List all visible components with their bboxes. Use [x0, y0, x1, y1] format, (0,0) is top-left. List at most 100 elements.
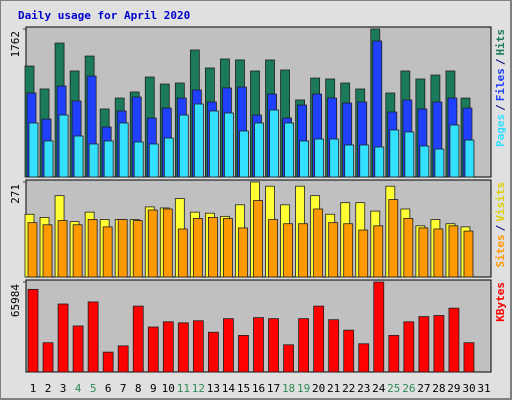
bar	[343, 223, 354, 278]
bar	[118, 122, 129, 178]
bar	[358, 343, 370, 373]
y-tick-label: 1762	[9, 31, 22, 58]
x-tick-label: 13	[207, 382, 220, 395]
legend-entry: Files	[494, 68, 507, 101]
bar	[268, 318, 279, 373]
chart-title: Daily usage for April 2020	[18, 9, 190, 22]
x-tick-label: 9	[150, 382, 157, 395]
bar	[373, 281, 385, 373]
bar	[117, 219, 128, 278]
bar	[147, 209, 158, 278]
bar	[299, 140, 310, 178]
bar	[253, 200, 263, 278]
bar	[343, 329, 355, 373]
bar	[388, 199, 399, 278]
bar	[314, 138, 325, 178]
x-tick-label: 11	[177, 382, 190, 395]
bar	[284, 122, 294, 178]
bar	[132, 220, 143, 278]
x-tick-label: 17	[267, 382, 280, 395]
x-tick-label: 15	[237, 382, 250, 395]
legend: Sites / Visits	[494, 182, 507, 268]
bar	[193, 103, 204, 178]
bar	[328, 222, 339, 278]
bar	[434, 148, 445, 178]
bar	[388, 334, 400, 373]
bar	[178, 114, 189, 178]
bar	[72, 224, 83, 278]
bar	[313, 208, 324, 278]
bar	[418, 227, 429, 278]
bar	[238, 227, 248, 278]
bar	[253, 317, 264, 373]
x-tick-label: 14	[222, 382, 236, 395]
bar	[463, 342, 475, 373]
x-tick-label: 21	[327, 382, 340, 395]
bar	[313, 305, 325, 373]
x-tick-label: 22	[342, 382, 355, 395]
bar	[177, 228, 188, 278]
y-tick-label: 65984	[9, 284, 22, 317]
legend: KBytes	[494, 282, 507, 322]
bar	[329, 138, 340, 178]
bar	[269, 109, 279, 178]
bar	[464, 139, 475, 178]
x-tick-label: 8	[135, 382, 142, 395]
bar	[419, 145, 430, 178]
x-tick-label: 30	[462, 382, 475, 395]
y-tick-label: 271	[9, 184, 22, 204]
x-tick-label: 3	[60, 382, 67, 395]
legend-entry: Pages	[494, 114, 507, 147]
bar	[162, 208, 173, 278]
bar	[433, 315, 445, 373]
bar	[42, 224, 53, 278]
x-tick-label: 24	[372, 382, 386, 395]
bar	[448, 307, 460, 373]
bar	[344, 144, 355, 178]
legend-entry: Visits	[494, 182, 507, 222]
x-tick-label: 26	[402, 382, 415, 395]
x-tick-label: 19	[297, 382, 310, 395]
x-tick-label: 31	[477, 382, 490, 395]
legend-entry: KBytes	[494, 282, 507, 322]
bar	[268, 219, 278, 278]
bar	[27, 288, 39, 373]
bar	[57, 220, 68, 278]
x-tick-label: 12	[192, 382, 205, 395]
bar	[283, 223, 293, 278]
bar	[358, 229, 369, 278]
bar	[239, 130, 249, 178]
legend-separator: /	[494, 104, 507, 111]
bar	[73, 135, 84, 178]
bar	[223, 318, 234, 373]
bar	[103, 140, 114, 178]
bar	[238, 334, 249, 373]
legend-separator: /	[494, 224, 507, 231]
legend: Pages / Files / Hits	[494, 29, 507, 147]
bar	[449, 124, 460, 178]
x-tick-label: 29	[447, 382, 460, 395]
bar	[88, 143, 99, 178]
x-tick-label: 5	[90, 382, 97, 395]
bar	[57, 303, 69, 373]
bar	[132, 305, 144, 373]
bar	[133, 141, 144, 178]
x-tick-label: 23	[357, 382, 370, 395]
bar	[72, 325, 84, 373]
bar	[224, 112, 234, 178]
x-tick-label: 27	[417, 382, 430, 395]
bar	[42, 342, 54, 373]
bar	[162, 321, 174, 373]
bar	[328, 319, 340, 373]
bar	[223, 218, 233, 278]
x-tick-label: 28	[432, 382, 445, 395]
bar	[87, 219, 98, 278]
bar	[58, 114, 69, 178]
x-tick-label: 1	[30, 382, 37, 395]
x-tick-label: 2	[45, 382, 52, 395]
x-tick-label: 18	[282, 382, 295, 395]
bar	[403, 218, 414, 278]
bar	[117, 345, 129, 373]
bar	[102, 351, 114, 373]
